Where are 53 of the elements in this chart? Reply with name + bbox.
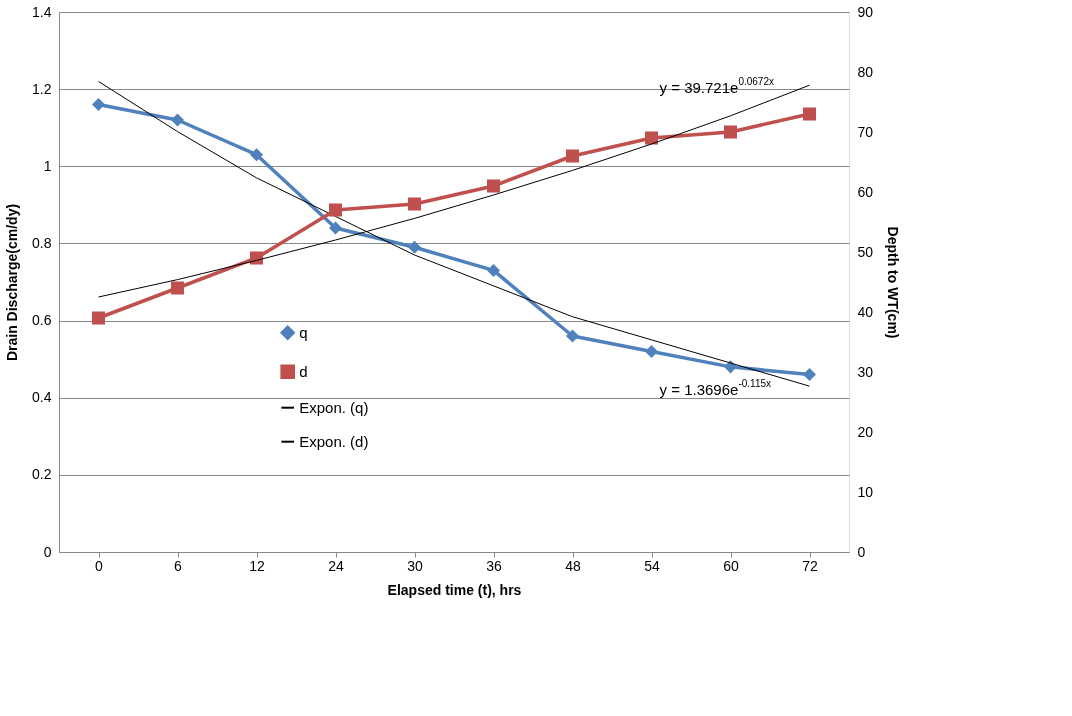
x-tick-label: 24 <box>328 557 344 574</box>
y2-tick-label: 70 <box>857 123 874 140</box>
point <box>91 311 106 325</box>
y-axis-title: Drain Discharge(cm/dy) <box>4 203 21 362</box>
y-tick-label: 1 <box>43 157 52 174</box>
x-tick-label: 6 <box>174 557 183 574</box>
point <box>407 240 422 254</box>
y2-tick-label: 20 <box>857 423 874 440</box>
point <box>486 263 501 277</box>
x-tick-label: 36 <box>486 557 502 574</box>
legend-label: Expon. (q) <box>299 398 369 416</box>
legend-label: Expon. (d) <box>299 432 369 450</box>
x-tick-label: 54 <box>644 557 660 574</box>
point <box>328 221 343 235</box>
point <box>723 125 738 139</box>
y2-tick-label: 40 <box>857 303 874 320</box>
y2-tick-label: 90 <box>857 3 874 20</box>
y-tick-label: 0 <box>43 543 52 560</box>
y-tick-label: 1.2 <box>32 80 52 97</box>
x-axis-title: Elapsed time (t), hrs <box>387 581 522 598</box>
point <box>486 179 501 193</box>
y2-tick-label: 80 <box>857 63 874 80</box>
x-tick-label: 60 <box>723 557 739 574</box>
point <box>328 203 343 217</box>
point <box>249 148 264 162</box>
point <box>644 131 659 145</box>
point <box>170 281 185 295</box>
legend-label: q <box>299 323 308 341</box>
y2-tick-label: 10 <box>857 483 874 500</box>
point <box>565 149 580 163</box>
point <box>644 344 659 358</box>
y-tick-label: 0.8 <box>32 234 52 251</box>
y2-tick-label: 0 <box>857 543 866 560</box>
point <box>802 368 817 382</box>
x-tick-label: 12 <box>249 557 265 574</box>
point <box>802 107 817 121</box>
y2-tick-label: 50 <box>857 243 874 260</box>
x-tick-label: 48 <box>565 557 581 574</box>
x-tick-label: 0 <box>95 557 104 574</box>
legend-label: d <box>299 362 308 380</box>
y-tick-label: 1.4 <box>32 3 52 20</box>
point <box>407 197 422 211</box>
x-tick-label: 30 <box>407 557 423 574</box>
y-tick-label: 0.6 <box>32 312 52 329</box>
point <box>565 329 580 343</box>
y2-axis-title: Depth to WT(cm) <box>885 226 902 339</box>
y2-tick-label: 30 <box>857 363 874 380</box>
y-tick-label: 0.2 <box>32 466 52 483</box>
point <box>170 113 185 127</box>
x-tick-label: 72 <box>802 557 818 574</box>
y-tick-label: 0.4 <box>32 389 52 406</box>
point <box>91 98 106 112</box>
y2-tick-label: 60 <box>857 183 874 200</box>
